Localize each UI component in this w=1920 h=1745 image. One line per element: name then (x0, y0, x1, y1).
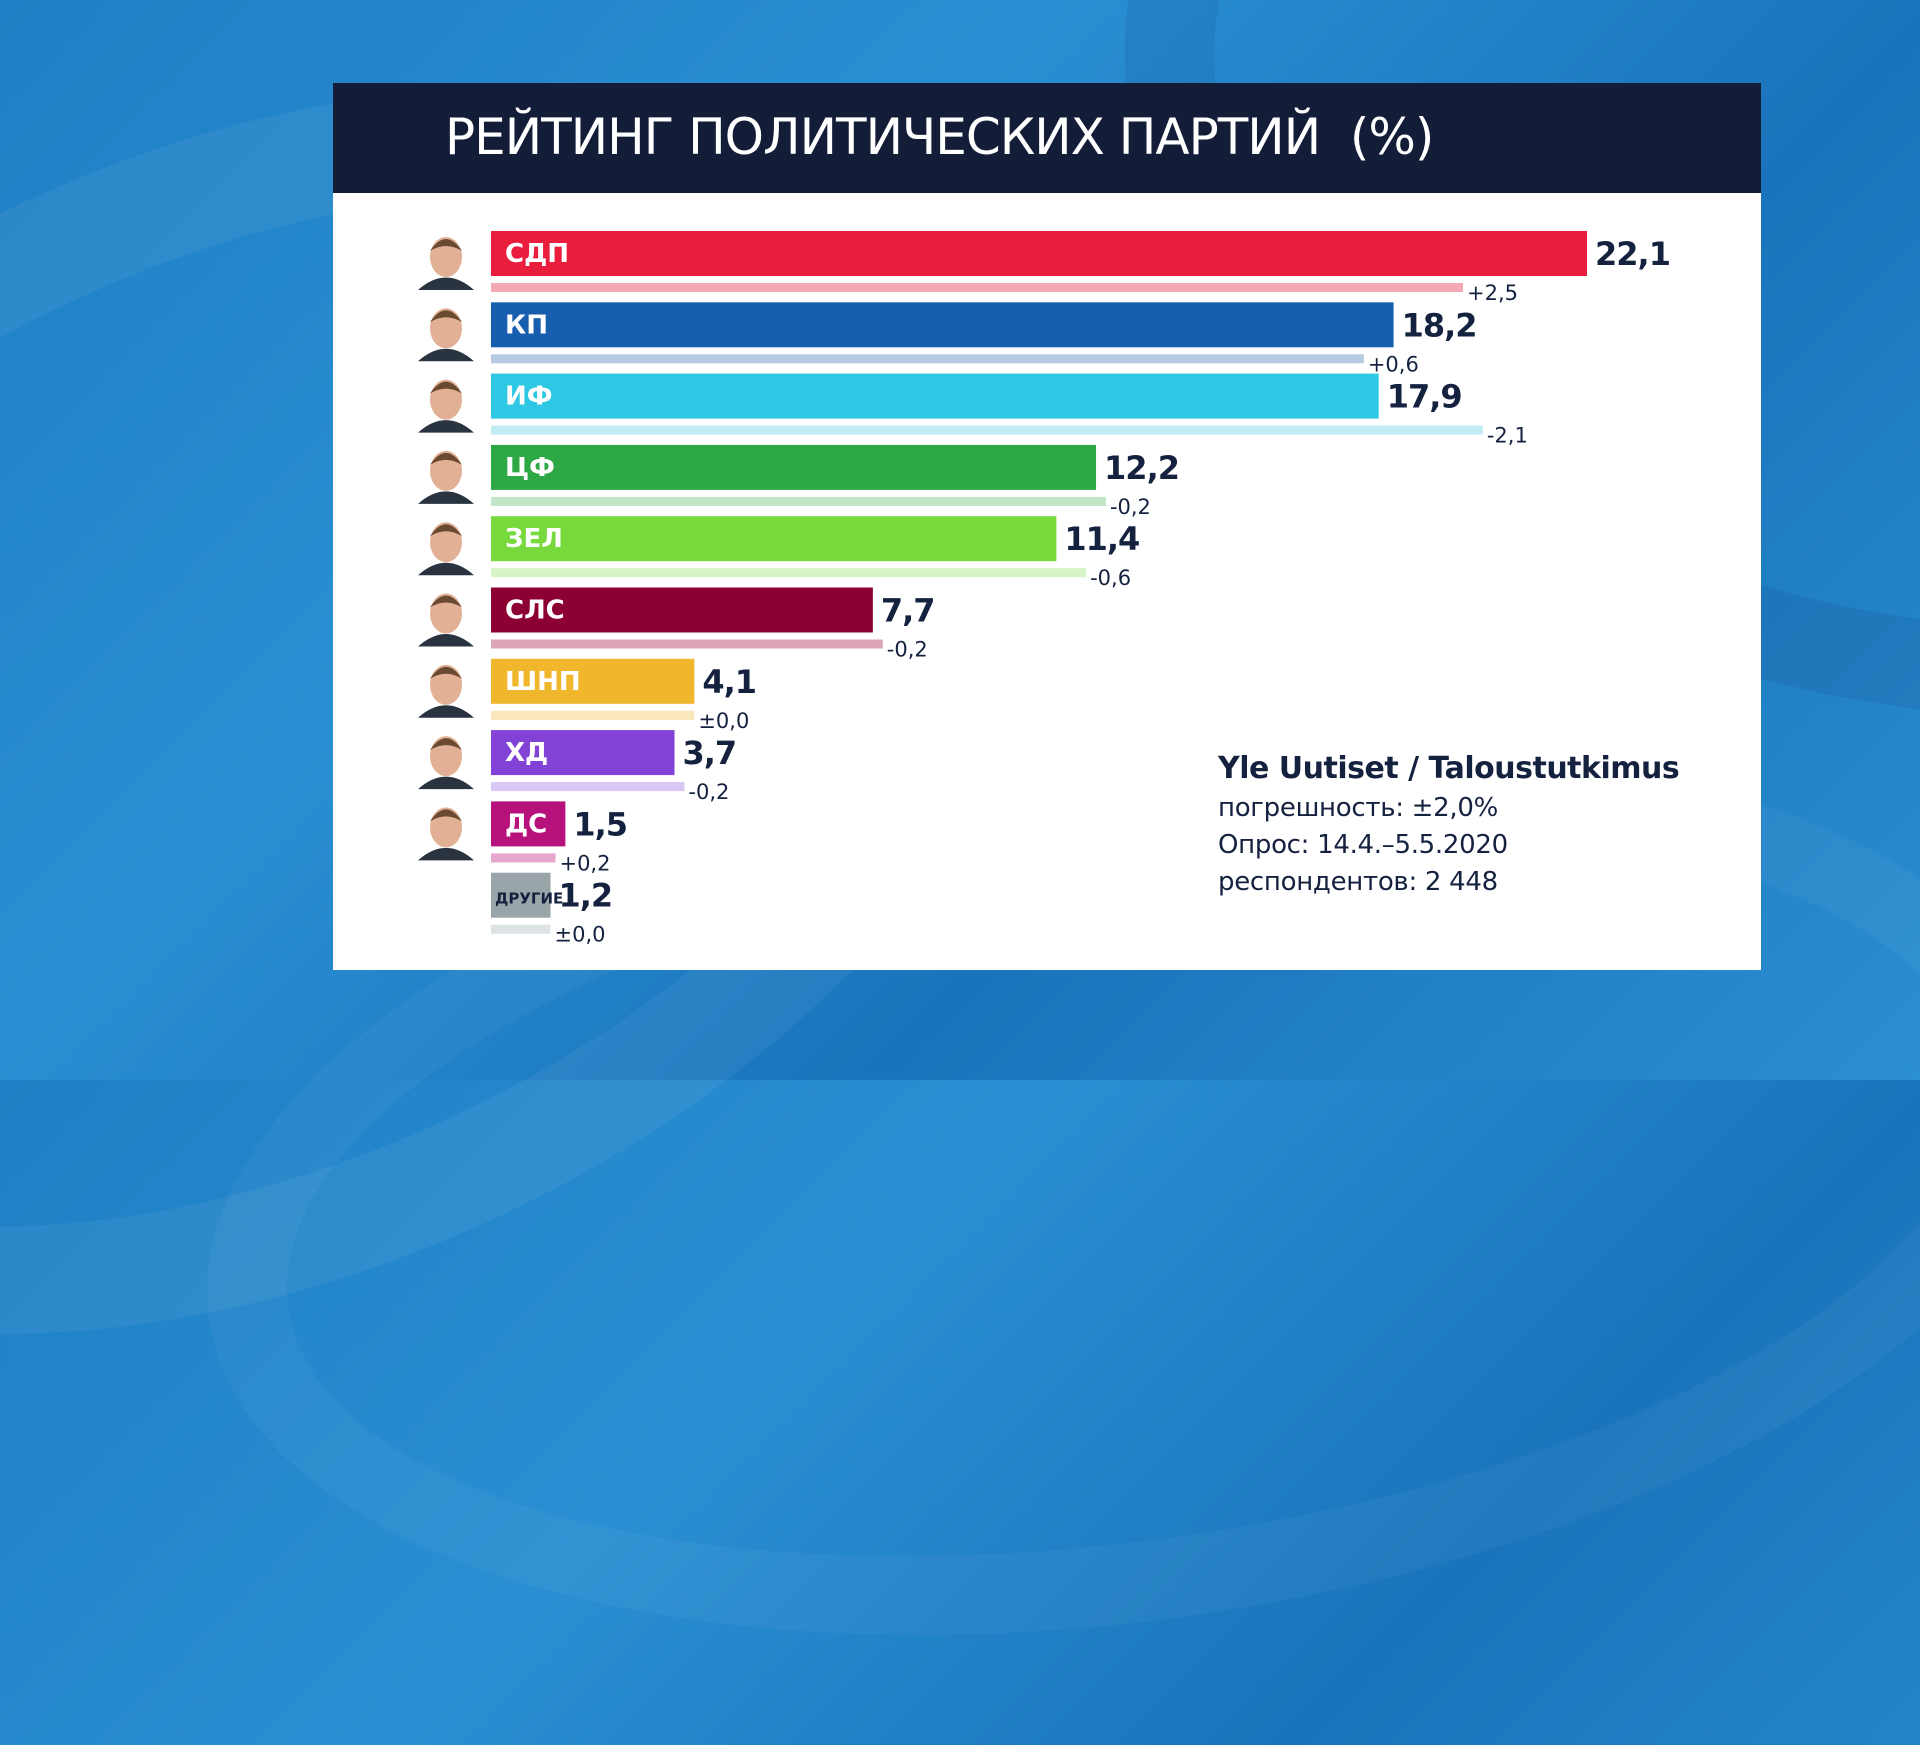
avatar-hair (430, 524, 462, 537)
source-name: Yle Uutiset / Taloustutkimus (1218, 751, 1680, 786)
party-8-change: +0,2 (559, 851, 610, 875)
party-9-value: 1,2 (559, 877, 613, 915)
party-4-bar (491, 516, 1057, 562)
leader-avatar (418, 450, 474, 504)
party-4-value: 11,4 (1064, 520, 1139, 558)
party-8-previous-bar (491, 853, 556, 863)
survey-period: Опрос: 14.4.–5.5.2020 (1218, 830, 1508, 860)
avatar-shoulders (418, 634, 474, 647)
avatar-shoulders (418, 776, 474, 790)
party-7-label: ХД (505, 738, 548, 768)
respondent-count: респондентов: 2 448 (1218, 867, 1498, 897)
avatar-shoulders (418, 491, 474, 504)
party-3-value: 12,2 (1104, 449, 1179, 487)
party-6-previous-bar (491, 710, 695, 720)
party-7-previous-bar (491, 782, 685, 792)
party-3-bar (491, 444, 1097, 490)
party-2-value: 17,9 (1387, 378, 1462, 416)
party-6-value: 4,1 (702, 663, 756, 701)
party-0-previous-bar (491, 283, 1464, 292)
party-1-label: КП (505, 310, 548, 340)
party-2-previous-bar (491, 425, 1483, 435)
party-5-change: -0,2 (887, 638, 928, 662)
party-5-label: СЛС (505, 596, 565, 626)
party-1-value: 18,2 (1402, 306, 1477, 344)
leader-avatar (418, 593, 474, 647)
chart-panel: РЕЙТИНГ ПОЛИТИЧЕСКИХ ПАРТИЙ (%) СДП 22,1 +… (333, 83, 1761, 970)
party-2-bar (491, 373, 1379, 419)
avatar-shoulders (418, 562, 474, 576)
leader-avatar (418, 237, 474, 290)
party-7-value: 3,7 (682, 734, 736, 772)
avatar-hair (430, 239, 462, 251)
bar-chart: СДП 22,1 +2,5 КП 18,2 +0,6 ИФ 17,9 -2,1 ЦФ 12,2 -0,… (418, 231, 1671, 947)
party-4-label: ЗЕЛ (505, 524, 563, 554)
party-6-change: ±0,0 (698, 709, 749, 733)
party-8-value: 1,5 (573, 805, 627, 843)
leader-avatar (418, 736, 474, 790)
party-5-bar (491, 587, 873, 633)
avatar-hair (430, 310, 462, 323)
party-6-label: ШНП (505, 667, 581, 697)
avatar-hair (430, 666, 462, 679)
chart-title: РЕЙТИНГ ПОЛИТИЧЕСКИХ ПАРТИЙ (%) (445, 108, 1434, 166)
party-0-bar (491, 231, 1587, 276)
party-0-value: 22,1 (1595, 235, 1670, 273)
party-9-change: ±0,0 (555, 923, 606, 947)
party-6-bar (491, 658, 695, 704)
party-1-previous-bar (491, 354, 1364, 364)
party-5-previous-bar (491, 639, 883, 649)
margin-of-error: погрешность: ±2,0% (1218, 793, 1498, 823)
party-9-bar (491, 872, 551, 918)
party-9-label: ДРУГИЕ (495, 890, 563, 908)
avatar-hair (430, 809, 462, 822)
party-0-change: +2,5 (1467, 281, 1518, 305)
party-3-change: -0,2 (1110, 495, 1151, 519)
party-0-label: СДП (505, 239, 569, 269)
party-2-change: -2,1 (1487, 424, 1528, 448)
party-2-label: ИФ (505, 382, 553, 412)
avatar-hair (430, 381, 462, 394)
party-3-label: ЦФ (505, 453, 555, 483)
party-4-change: -0,6 (1090, 566, 1131, 590)
party-5-value: 7,7 (881, 592, 935, 630)
leader-avatar (418, 522, 474, 576)
avatar-hair (430, 595, 462, 608)
party-3-previous-bar (491, 496, 1106, 506)
avatar-shoulders (418, 348, 474, 362)
leader-avatar (418, 308, 474, 362)
header-bar: РЕЙТИНГ ПОЛИТИЧЕСКИХ ПАРТИЙ (%) (333, 83, 1761, 193)
avatar-hair (430, 738, 462, 751)
avatar-shoulders (418, 277, 474, 290)
party-4-previous-bar (491, 568, 1087, 578)
avatar-shoulders (418, 420, 474, 433)
party-1-change: +0,6 (1368, 352, 1419, 376)
party-7-bar (491, 730, 675, 776)
party-9-previous-bar (491, 924, 551, 934)
leader-avatar (418, 379, 474, 433)
leader-avatar (418, 664, 474, 718)
party-1-bar (491, 302, 1394, 348)
party-8-bar (491, 801, 566, 847)
leader-avatar (418, 807, 474, 861)
party-7-change: -0,2 (688, 780, 729, 804)
party-8-label: ДС (505, 809, 547, 839)
avatar-hair (430, 452, 462, 465)
avatar-shoulders (418, 847, 474, 861)
avatar-shoulders (418, 705, 474, 718)
